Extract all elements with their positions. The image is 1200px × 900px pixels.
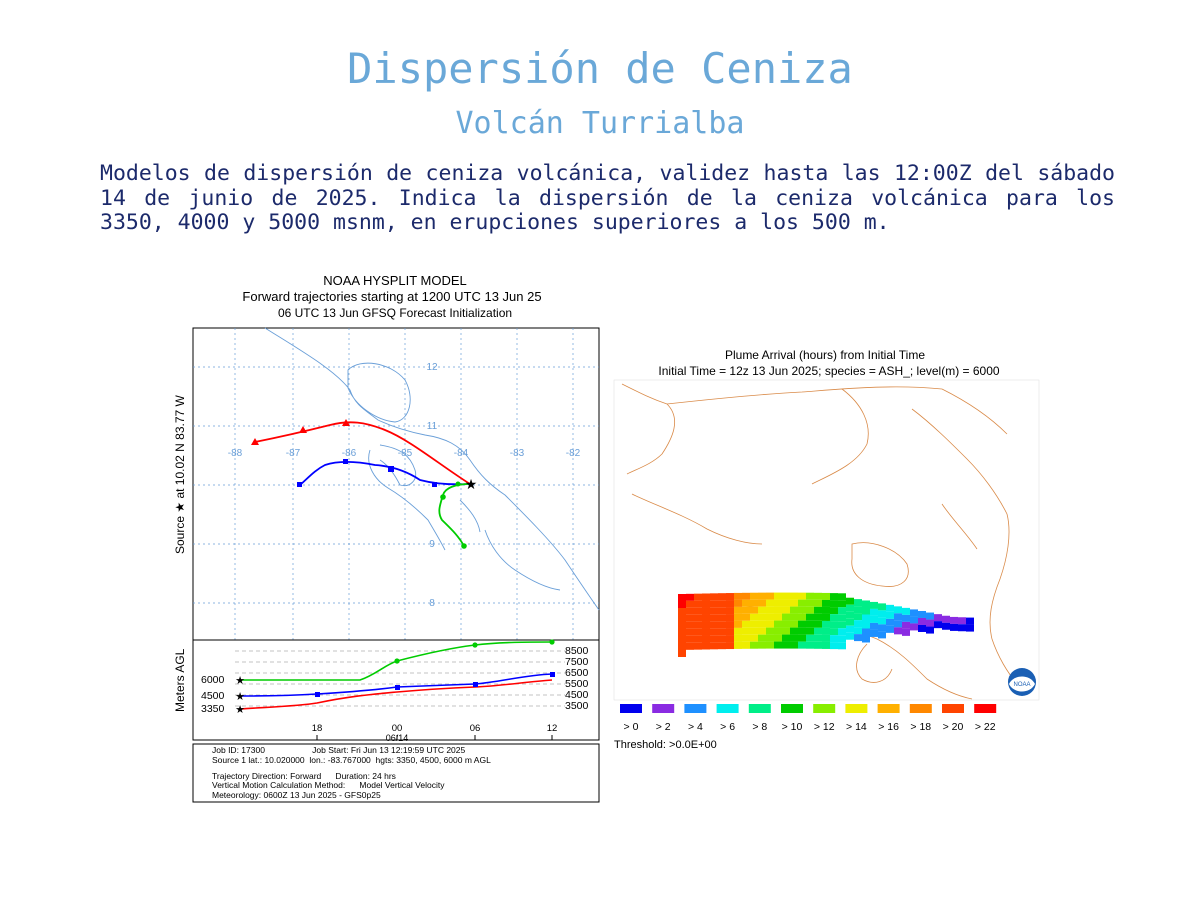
lon-label: -84 [454,448,469,459]
lat-label: 12 [426,362,438,373]
time-tick: 06 [470,723,481,734]
right-height-label: 6500 [565,667,589,679]
page-subtitle: Volcán Turrialba [455,106,745,141]
legend-label: > 18 [910,721,931,733]
job-info-box: Job ID: 17300 Job Start: Fri Jun 13 12:1… [192,743,600,803]
job-info-line: Vertical Motion Calculation Method: Mode… [212,780,445,790]
right-height-label: 7500 [565,656,589,668]
lon-label: -85 [398,448,413,459]
trajectory-map-panel: -88 -87 -86 -85 -84 -83 -82 12 11 9 8 ★ [192,327,600,641]
legend-swatch [877,704,900,713]
job-info-line: Trajectory Direction: Forward Duration: … [212,771,396,781]
trajectory-4500m-markers [297,459,437,487]
lon-label: -82 [566,448,581,459]
hysplit-header-3: 06 UTC 13 Jun GFSQ Forecast Initializati… [278,306,512,320]
meters-agl-label: Meters AGL [173,648,187,712]
legend-swatch [652,704,675,713]
lat-labels: 12 11 9 8 [426,362,438,609]
trajectory-6000m-markers [251,419,350,445]
legend-label: > 16 [878,721,899,733]
legend-swatch [716,704,739,713]
height-trace-3350m [240,641,553,681]
trajectory-3350m-markers [440,481,467,549]
hysplit-trajectory-figure: NOAA HYSPLIT MODEL Forward trajectories … [173,273,600,803]
legend-swatch [813,704,836,713]
legend-swatch [942,704,964,713]
lon-label: -83 [510,448,525,459]
plume-legend: > 0 > 2 > 4 > 6 > 8 > 10 > 12 > 14 > 16 > 18 > 20 >… [620,704,997,733]
threshold-label: Threshold: >0.0E+00 [614,739,717,751]
lat-label: 8 [429,598,435,609]
job-info-line: Source 1 lat.: 10.020000 lon.: -83.76700… [212,755,491,765]
hysplit-header-2: Forward trajectories starting at 1200 UT… [242,289,541,304]
legend-label: > 8 [752,721,767,733]
height-profile-panel: ★ ★ ★ [192,639,600,741]
lon-labels: -88 -87 -86 -85 -84 -83 -82 [228,448,581,459]
source-axis-label: Source ★ at 10.02 N 83.77 W [173,394,187,554]
date-label: 06/14 [386,733,409,743]
star-6000-icon: ★ [235,675,245,687]
legend-label: > 22 [975,721,996,733]
height-trace-6000m [239,679,553,710]
page-title: Dispersión de Ceniza [347,44,853,93]
legend-swatch [748,704,771,713]
lat-label: 9 [429,539,435,550]
legend-label: > 0 [624,721,639,733]
left-height-labels: 6000 4500 3350 [201,674,225,715]
svg-text:NOAA: NOAA [1013,682,1030,688]
lon-label: -86 [342,448,357,459]
right-height-labels: 8500 7500 6500 5500 4500 3500 [565,645,589,712]
legend-label: > 20 [943,721,964,733]
right-height-label: 4500 [565,689,589,701]
right-height-label: 8500 [565,645,589,657]
legend-swatch [620,704,642,713]
legend-label: > 2 [656,721,671,733]
legend-label: > 6 [720,721,735,733]
legend-swatch [781,704,803,713]
legend-label: > 12 [814,721,835,733]
star-3350-icon: ★ [235,704,245,716]
star-4500-icon: ★ [235,691,245,703]
trajectory-3350m [438,483,471,547]
plume-header-2: Initial Time = 12z 13 Jun 2025; species … [658,364,1000,378]
plume-header-1: Plume Arrival (hours) from Initial Time [725,348,925,362]
legend-swatch [974,704,997,713]
time-tick: 12 [547,723,558,734]
time-tick: 00 [392,723,403,734]
lat-label: 11 [427,421,438,432]
lon-label: -88 [228,448,243,459]
source-star-icon: ★ [465,476,478,492]
legend-label: > 10 [782,721,803,733]
job-info-line: Job ID: 17300 Job Start: Fri Jun 13 12:1… [212,745,466,755]
right-height-label: 5500 [565,678,589,690]
legend-swatch [845,704,868,713]
hysplit-header-1: NOAA HYSPLIT MODEL [323,273,467,288]
legend-label: > 4 [688,721,703,733]
right-height-label: 3500 [565,700,589,712]
time-tick: 18 [312,723,323,734]
noaa-logo: NOAA [1008,668,1036,696]
legend-swatch [684,704,707,713]
legend-swatch [909,704,932,713]
left-height-label: 6000 [201,674,225,686]
plume-cells [678,592,974,657]
left-height-label: 3350 [201,703,225,715]
job-info-line: Meteorology: 0600Z 13 Jun 2025 - GFS0p25 [212,790,381,800]
time-ticks: 18 00 06 12 [312,723,558,734]
description-paragraph: Modelos de dispersión de ceniza volcánic… [100,161,1115,235]
legend-label: > 14 [846,721,867,733]
plume-arrival-figure: Plume Arrival (hours) from Initial Time … [613,348,1040,751]
coastline [264,327,600,611]
left-height-label: 4500 [201,690,225,702]
lon-label: -87 [286,448,301,459]
